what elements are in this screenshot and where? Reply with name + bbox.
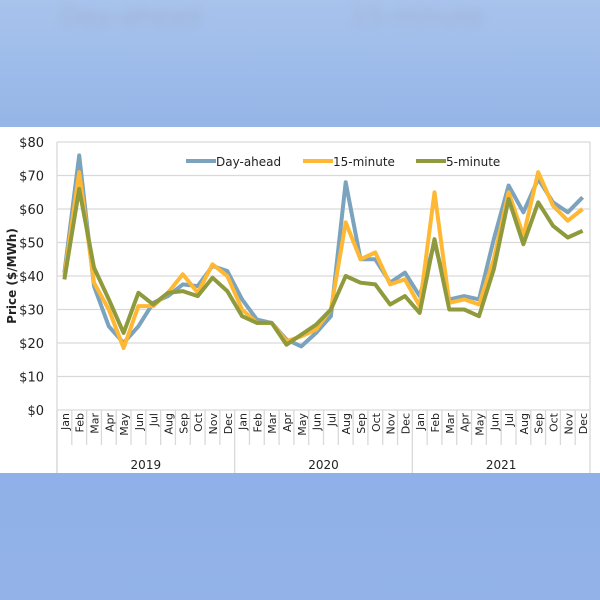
x-tick-label: Jun bbox=[311, 413, 324, 431]
y-tick-label: $0 bbox=[27, 404, 44, 419]
legend-label: 5-minute bbox=[446, 155, 500, 169]
x-tick-label: Aug bbox=[518, 413, 531, 434]
x-tick-label: Jan bbox=[414, 413, 427, 431]
x-tick-label: Dec bbox=[399, 413, 412, 434]
x-tick-label: Aug bbox=[163, 413, 176, 434]
x-tick-label: Mar bbox=[444, 413, 457, 434]
x-tick-label: May bbox=[473, 413, 486, 436]
y-tick-label: $60 bbox=[19, 203, 44, 218]
y-tick-label: $80 bbox=[19, 136, 44, 151]
x-tick-label: Nov bbox=[385, 413, 398, 435]
x-tick-label: Oct bbox=[547, 412, 560, 432]
y-axis-title: Price ($/MWh) bbox=[5, 228, 19, 324]
y-tick-label: $20 bbox=[19, 337, 44, 352]
x-tick-label: Oct bbox=[192, 412, 205, 432]
y-tick-label: $30 bbox=[19, 304, 44, 319]
x-tick-label: Sep bbox=[177, 413, 190, 434]
legend-label: Day-ahead bbox=[216, 155, 281, 169]
y-tick-label: $70 bbox=[19, 170, 44, 185]
x-tick-label: Sep bbox=[355, 413, 368, 434]
x-tick-label: Jan bbox=[59, 413, 72, 431]
x-tick-label: Apr bbox=[103, 413, 116, 433]
x-tick-label: Apr bbox=[281, 413, 294, 433]
x-tick-label: Aug bbox=[340, 413, 353, 434]
year-label: 2019 bbox=[131, 458, 162, 472]
x-tick-label: Jul bbox=[503, 413, 516, 427]
x-tick-label: Jun bbox=[488, 413, 501, 431]
x-tick-label: Jul bbox=[148, 413, 161, 427]
x-tick-label: Nov bbox=[207, 413, 220, 435]
series-line-5-minute bbox=[62, 186, 584, 347]
x-tick-label: Feb bbox=[429, 413, 442, 432]
x-tick-label: Mar bbox=[266, 413, 279, 434]
x-tick-label: Jan bbox=[237, 413, 250, 431]
y-tick-label: $40 bbox=[19, 270, 44, 285]
x-tick-label: Jun bbox=[133, 413, 146, 431]
x-tick-label: Oct bbox=[370, 412, 383, 432]
legend-label: 15-minute bbox=[333, 155, 395, 169]
background-legend-15-minute: 15-minute bbox=[350, 2, 485, 32]
y-tick-label: $50 bbox=[19, 237, 44, 252]
x-tick-label: May bbox=[118, 413, 131, 436]
x-tick-label: Dec bbox=[222, 413, 235, 434]
x-tick-label: Dec bbox=[577, 413, 590, 434]
background-legend-day-ahead: Day-ahead bbox=[60, 2, 202, 32]
x-tick-label: Sep bbox=[533, 413, 546, 434]
year-label: 2020 bbox=[308, 458, 339, 472]
x-tick-label: Nov bbox=[562, 413, 575, 435]
x-tick-label: Feb bbox=[251, 413, 264, 432]
x-tick-label: Apr bbox=[459, 413, 472, 433]
y-tick-label: $10 bbox=[19, 371, 44, 386]
year-label: 2021 bbox=[486, 458, 517, 472]
x-tick-label: Jul bbox=[325, 413, 338, 427]
x-tick-label: Mar bbox=[89, 413, 102, 434]
x-tick-label: May bbox=[296, 413, 309, 436]
x-tick-label: Feb bbox=[74, 413, 87, 432]
